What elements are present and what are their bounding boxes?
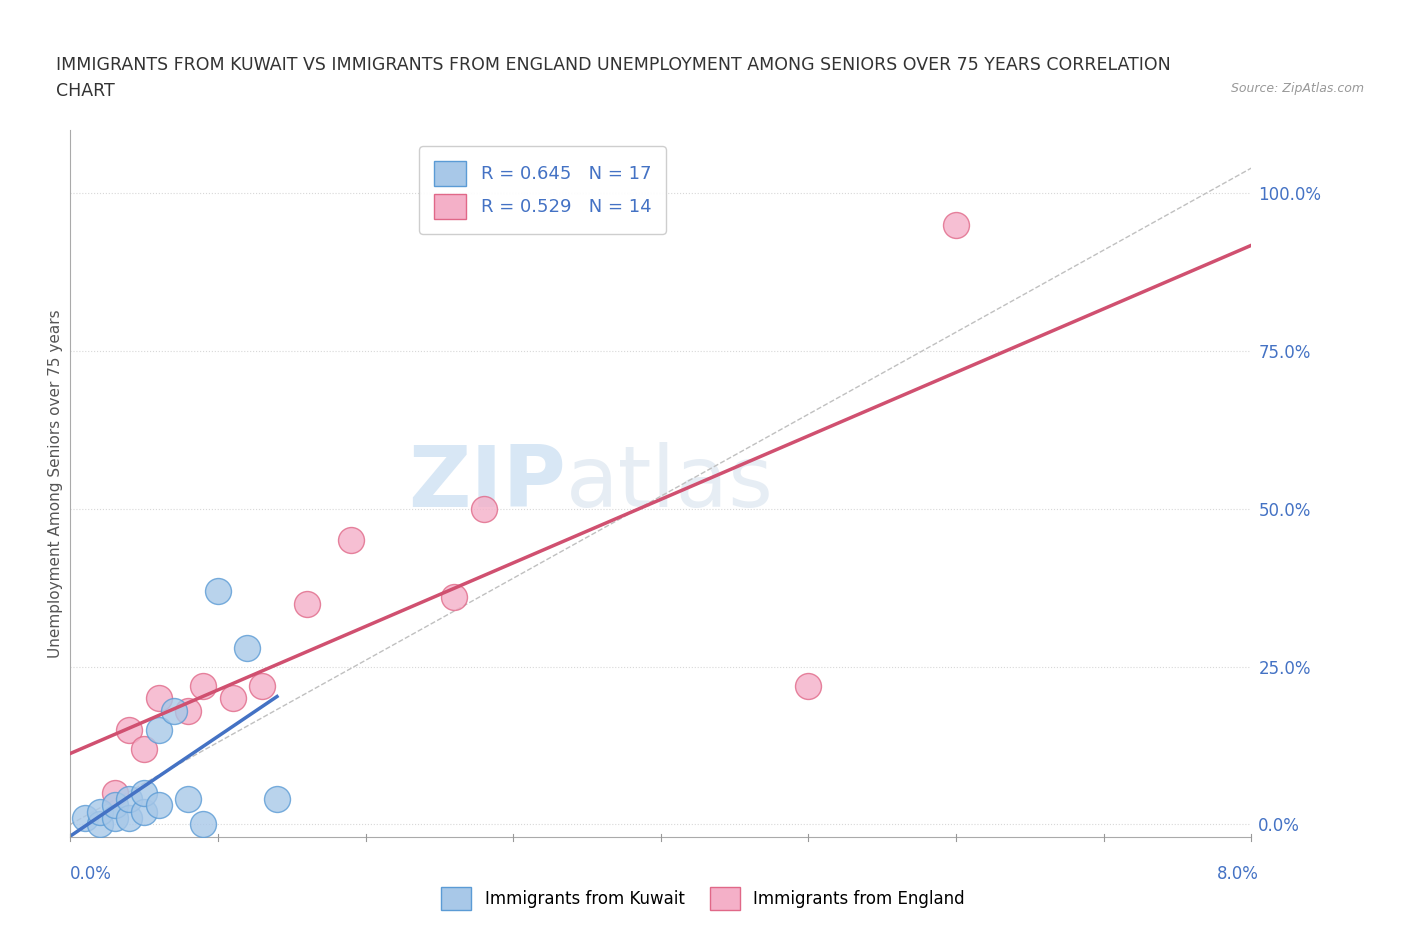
Text: Source: ZipAtlas.com: Source: ZipAtlas.com [1230, 82, 1364, 95]
Point [148, 723, 170, 737]
Point [104, 811, 127, 826]
Point [295, 596, 318, 611]
Point [250, 678, 273, 693]
Point [207, 583, 229, 598]
Point [89, 817, 111, 831]
Text: 0.0%: 0.0% [70, 865, 112, 883]
Point [177, 791, 200, 806]
Point [945, 218, 967, 232]
Point [177, 703, 200, 718]
Legend: R = 0.645   N = 17, R = 0.529   N = 14: R = 0.645 N = 17, R = 0.529 N = 14 [419, 146, 666, 233]
Point [148, 691, 170, 706]
Point [148, 798, 170, 813]
Point [89, 804, 111, 819]
Point [340, 533, 363, 548]
Text: CHART: CHART [56, 82, 115, 100]
Point [472, 501, 495, 516]
Point [104, 785, 127, 800]
Text: atlas: atlas [567, 442, 775, 525]
Text: ZIP: ZIP [409, 442, 567, 525]
Point [797, 678, 820, 693]
Point [236, 640, 259, 655]
Point [191, 678, 214, 693]
Point [132, 741, 156, 756]
Point [118, 791, 141, 806]
Legend: Immigrants from Kuwait, Immigrants from England: Immigrants from Kuwait, Immigrants from … [434, 880, 972, 917]
Point [104, 798, 127, 813]
Point [266, 791, 288, 806]
Text: IMMIGRANTS FROM KUWAIT VS IMMIGRANTS FROM ENGLAND UNEMPLOYMENT AMONG SENIORS OVE: IMMIGRANTS FROM KUWAIT VS IMMIGRANTS FRO… [56, 56, 1171, 73]
Point [118, 811, 141, 826]
Point [191, 817, 214, 831]
Y-axis label: Unemployment Among Seniors over 75 years: Unemployment Among Seniors over 75 years [48, 310, 63, 658]
Point [118, 723, 141, 737]
Point [132, 804, 156, 819]
Point [222, 691, 245, 706]
Point [163, 703, 186, 718]
Point [443, 590, 465, 604]
Text: 8.0%: 8.0% [1216, 865, 1258, 883]
Point [75, 811, 96, 826]
Point [132, 785, 156, 800]
